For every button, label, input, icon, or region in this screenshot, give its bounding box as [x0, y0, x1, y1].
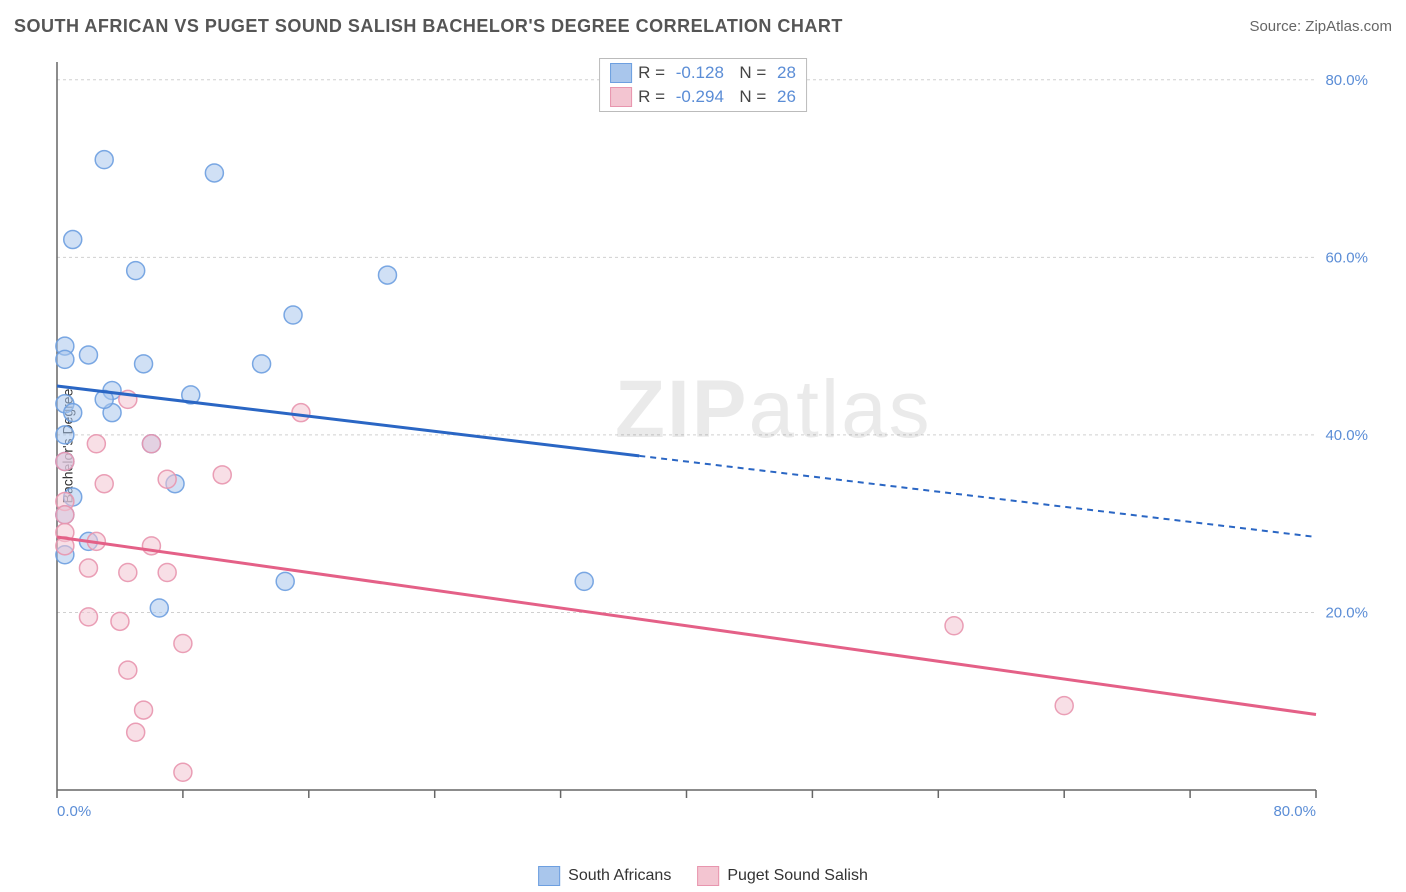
n-value: 28 [772, 63, 796, 83]
r-value: -0.128 [676, 63, 724, 83]
legend-series-label: Puget Sound Salish [727, 867, 868, 885]
chart-source: Source: ZipAtlas.com [1249, 18, 1392, 35]
legend-series-item: South Africans [538, 866, 671, 886]
r-label: R = [638, 87, 670, 107]
legend-series: South Africans Puget Sound Salish [538, 866, 868, 886]
legend-stats: R = -0.128 N = 28R = -0.294 N = 26 [599, 58, 807, 112]
plot-area: 20.0% 40.0% 60.0% 80.0% 0.0% 80.0% [47, 54, 1392, 824]
legend-series-item: Puget Sound Salish [697, 866, 868, 886]
chart-title: SOUTH AFRICAN VS PUGET SOUND SALISH BACH… [14, 16, 843, 37]
svg-text:80.0%: 80.0% [1273, 803, 1316, 820]
legend-series-label: South Africans [568, 867, 671, 885]
n-label: N = [730, 63, 766, 83]
svg-text:80.0%: 80.0% [1325, 72, 1368, 89]
legend-stat-row: R = -0.128 N = 28 [610, 61, 796, 85]
svg-text:20.0%: 20.0% [1325, 604, 1368, 621]
legend-stat-row: R = -0.294 N = 26 [610, 85, 796, 109]
legend-swatch [697, 866, 719, 886]
svg-text:40.0%: 40.0% [1325, 427, 1368, 444]
svg-text:0.0%: 0.0% [57, 803, 91, 820]
legend-swatch [538, 866, 560, 886]
legend-swatch [610, 87, 632, 107]
legend-swatch [610, 63, 632, 83]
r-label: R = [638, 63, 670, 83]
chart-header: SOUTH AFRICAN VS PUGET SOUND SALISH BACH… [14, 16, 1392, 37]
n-value: 26 [772, 87, 796, 107]
svg-text:60.0%: 60.0% [1325, 249, 1368, 266]
chart-svg: 20.0% 40.0% 60.0% 80.0% 0.0% 80.0% [47, 54, 1392, 824]
r-value: -0.294 [676, 87, 724, 107]
n-label: N = [730, 87, 766, 107]
